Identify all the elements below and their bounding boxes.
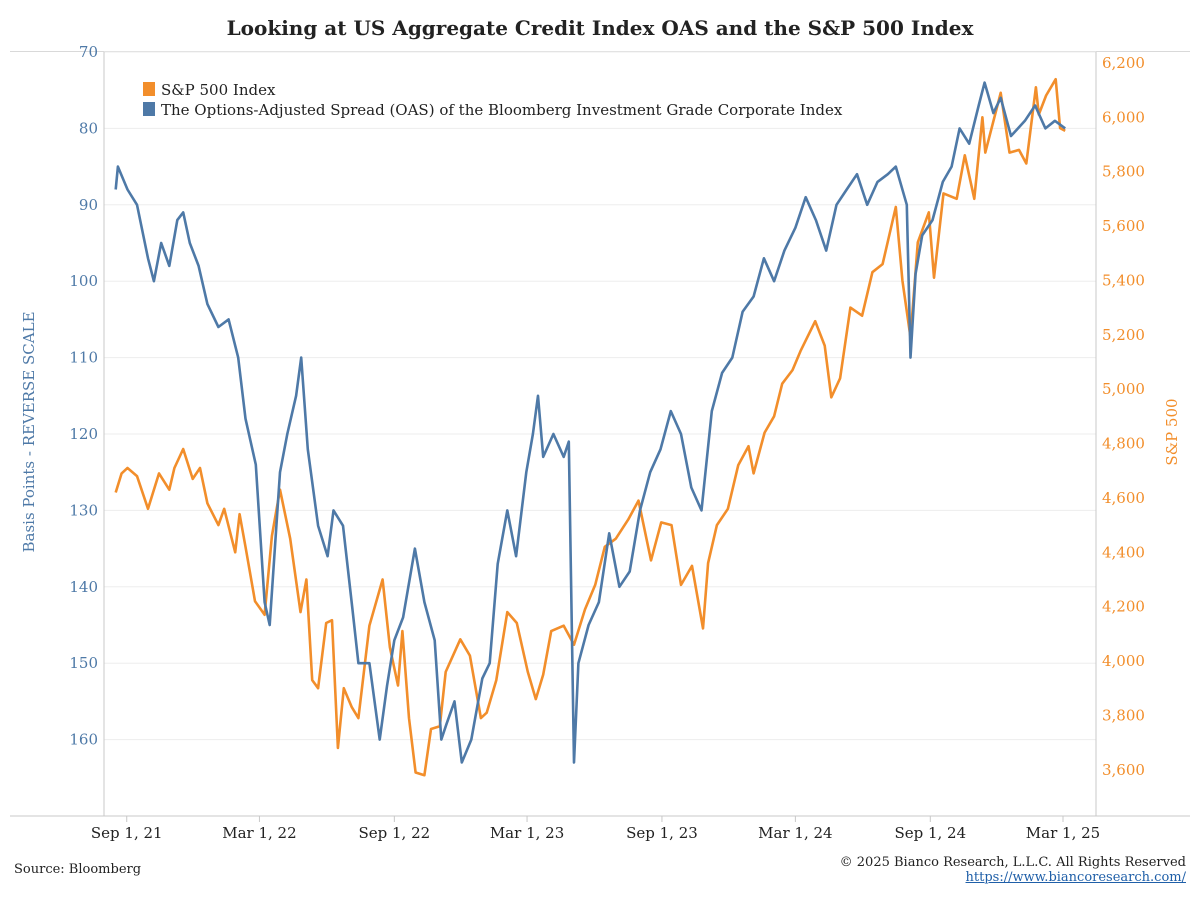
sp500-line [114, 77, 1066, 777]
oas-line [114, 81, 1066, 764]
legend-label-oas: The Options-Adjusted Spread (OAS) of the… [161, 101, 843, 119]
grid-lines [104, 51, 1096, 741]
right-tick-label: 5,400 [1102, 271, 1145, 289]
x-axis-ticks: Sep 1, 21 Mar 1, 22 Sep 1, 22 Mar 1, 23 Sep … [91, 816, 1100, 842]
website-link[interactable]: https://www.biancoresearch.com/ [965, 870, 1186, 885]
left-tick-label: 100 [69, 272, 98, 290]
legend: S&P 500 Index The Options-Adjusted Sprea… [143, 81, 843, 119]
x-tick-label: Sep 1, 24 [894, 824, 966, 842]
left-tick-label: 70 [79, 43, 98, 61]
right-tick-label: 5,000 [1102, 380, 1145, 398]
series-layer [114, 77, 1066, 777]
right-tick-label: 4,600 [1102, 489, 1145, 507]
axes [10, 52, 1190, 817]
right-tick-label: 3,600 [1102, 761, 1145, 779]
right-tick-label: 4,800 [1102, 435, 1145, 453]
left-tick-label: 160 [69, 731, 98, 749]
x-tick-label: Mar 1, 22 [222, 824, 296, 842]
copyright-notice: © 2025 Bianco Research, L.L.C. All Right… [839, 855, 1186, 870]
x-tick-label: Mar 1, 24 [758, 824, 832, 842]
right-tick-label: 4,000 [1102, 652, 1145, 670]
left-tick-label: 80 [79, 119, 98, 137]
right-tick-label: 6,200 [1102, 54, 1145, 72]
x-tick-label: Sep 1, 23 [626, 824, 698, 842]
right-tick-label: 3,800 [1102, 706, 1145, 724]
x-tick-label: Mar 1, 25 [1026, 824, 1100, 842]
right-axis-ticks: 3,600 3,800 4,000 4,200 4,400 4,600 4,800 5,000… [1102, 54, 1145, 779]
left-tick-label: 110 [69, 349, 98, 367]
left-tick-label: 90 [79, 196, 98, 214]
x-tick-label: Mar 1, 23 [490, 824, 564, 842]
x-tick-label: Sep 1, 22 [358, 824, 430, 842]
right-tick-label: 4,200 [1102, 598, 1145, 616]
left-axis-ticks: 70 80 90 100 110 120 130 140 150 160 [69, 43, 98, 749]
legend-label-sp500: S&P 500 Index [161, 81, 276, 99]
legend-swatch-sp500 [143, 82, 155, 96]
right-tick-label: 5,200 [1102, 326, 1145, 344]
right-tick-label: 4,400 [1102, 543, 1145, 561]
right-tick-label: 6,000 [1102, 108, 1145, 126]
x-tick-label: Sep 1, 21 [91, 824, 163, 842]
right-tick-label: 5,600 [1102, 217, 1145, 235]
left-axis-title: Basis Points - REVERSE SCALE [20, 311, 38, 552]
right-axis-title: S&P 500 [1163, 398, 1181, 465]
right-tick-label: 5,800 [1102, 163, 1145, 181]
left-tick-label: 140 [69, 578, 98, 596]
left-tick-label: 120 [69, 425, 98, 443]
left-tick-label: 150 [69, 654, 98, 672]
chart-title: Looking at US Aggregate Credit Index OAS… [226, 16, 974, 40]
source-note: Source: Bloomberg [14, 862, 142, 877]
left-tick-label: 130 [69, 501, 98, 519]
legend-swatch-oas [143, 102, 155, 116]
